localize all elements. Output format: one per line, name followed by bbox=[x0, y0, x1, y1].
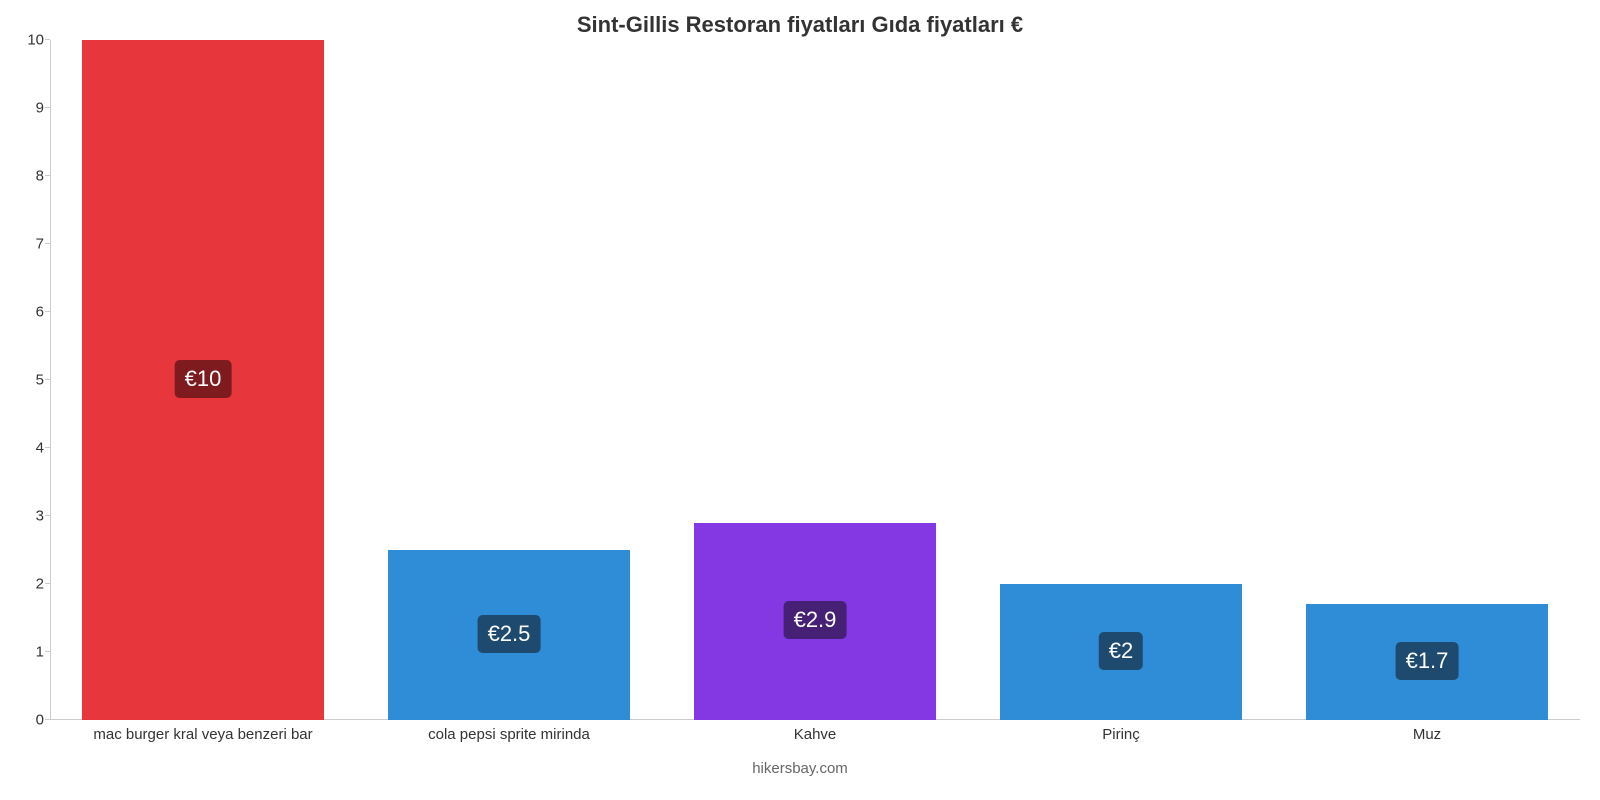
x-axis-label: mac burger kral veya benzeri bar bbox=[50, 726, 356, 743]
bars-layer: €10 €2.5 €2.9 €2 €1.7 bbox=[50, 40, 1580, 720]
bar-slot: €10 bbox=[50, 40, 356, 720]
plot-area: €10€2.5€2.9€2€1.7 012345678910 bbox=[50, 40, 1580, 720]
value-badge: €2.9 bbox=[784, 601, 847, 639]
y-tick-label: 6 bbox=[10, 304, 44, 321]
credit-text: hikersbay.com bbox=[0, 760, 1600, 777]
bar-slot: €1.7 bbox=[1274, 40, 1580, 720]
y-tick-label: 4 bbox=[10, 440, 44, 457]
y-tick-label: 5 bbox=[10, 372, 44, 389]
y-tick-label: 8 bbox=[10, 168, 44, 185]
x-axis-label: Muz bbox=[1274, 726, 1580, 743]
chart-container: Sint-Gillis Restoran fiyatları Gıda fiya… bbox=[0, 0, 1600, 800]
y-tick-label: 9 bbox=[10, 100, 44, 117]
x-axis-label: Kahve bbox=[662, 726, 968, 743]
y-tick-label: 2 bbox=[10, 576, 44, 593]
value-badge: €10 bbox=[175, 360, 232, 398]
y-tick-mark bbox=[45, 651, 50, 652]
y-tick-label: 3 bbox=[10, 508, 44, 525]
y-tick-mark bbox=[45, 107, 50, 108]
value-badge: €2.5 bbox=[478, 615, 541, 653]
value-badge: €1.7 bbox=[1396, 642, 1459, 680]
y-tick-mark bbox=[45, 243, 50, 244]
y-tick-label: 1 bbox=[10, 644, 44, 661]
value-badge: €2 bbox=[1099, 632, 1143, 670]
y-tick-mark bbox=[45, 515, 50, 516]
y-tick-mark bbox=[45, 175, 50, 176]
x-axis-label: Pirinç bbox=[968, 726, 1274, 743]
y-tick-mark bbox=[45, 39, 50, 40]
x-axis-label: cola pepsi sprite mirinda bbox=[356, 726, 662, 743]
y-tick-mark bbox=[45, 719, 50, 720]
y-tick-label: 10 bbox=[10, 32, 44, 49]
y-tick-mark bbox=[45, 379, 50, 380]
y-tick-label: 0 bbox=[10, 712, 44, 729]
bar-slot: €2.5 bbox=[356, 40, 662, 720]
y-tick-mark bbox=[45, 311, 50, 312]
y-tick-mark bbox=[45, 583, 50, 584]
y-tick-mark bbox=[45, 447, 50, 448]
chart-title: Sint-Gillis Restoran fiyatları Gıda fiya… bbox=[0, 12, 1600, 38]
bar-slot: €2 bbox=[968, 40, 1274, 720]
bar-slot: €2.9 bbox=[662, 40, 968, 720]
y-tick-label: 7 bbox=[10, 236, 44, 253]
